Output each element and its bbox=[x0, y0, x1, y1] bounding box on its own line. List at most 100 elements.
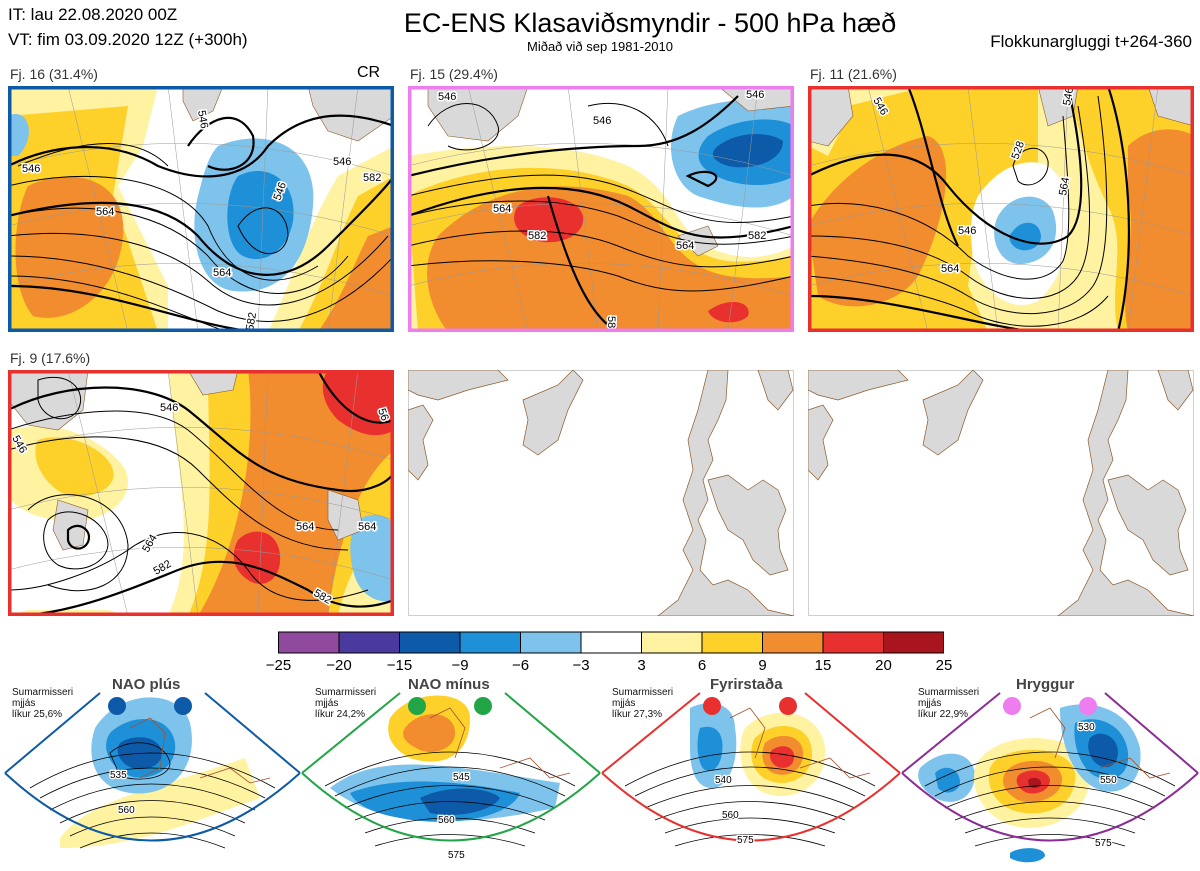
colorbar-tick-label: 25 bbox=[935, 657, 953, 674]
regime-prob: líkur 24,2% bbox=[315, 709, 366, 720]
colorbar-tick-label: 15 bbox=[814, 657, 832, 674]
contour-label: 546 bbox=[746, 89, 764, 101]
panel-border bbox=[8, 86, 394, 332]
regime-variant: mjjás bbox=[918, 698, 942, 709]
panel-label-4: Fj. 9 (17.6%) bbox=[10, 350, 91, 366]
colorbar-segment bbox=[278, 631, 340, 654]
cluster-map-2: 546 546 564 582 564 582 546 58 bbox=[408, 86, 794, 332]
panel-border bbox=[8, 370, 394, 616]
regime-season: Sumarmisseri bbox=[918, 687, 980, 698]
contour-label: 540 bbox=[715, 775, 732, 786]
regime-season: Sumarmisseri bbox=[12, 687, 74, 698]
colorbar-tick-label: 20 bbox=[875, 657, 892, 674]
colorbar-tick-label: −9 bbox=[451, 657, 469, 674]
regime-dot bbox=[474, 697, 492, 715]
contour-label: 530 bbox=[1078, 722, 1095, 733]
regime-fans: 535 560 545 560 575 bbox=[4, 692, 1199, 863]
contour-label: 546 bbox=[160, 402, 178, 414]
regime-prob: líkur 25,6% bbox=[12, 709, 63, 720]
contour-label: 564 bbox=[96, 206, 114, 218]
panel-label-1: Fj. 16 (31.4%) bbox=[10, 66, 98, 82]
regime-fan-nao-plus: 535 560 bbox=[4, 692, 301, 849]
regime-variant: mjjás bbox=[315, 698, 339, 709]
empty-map-6 bbox=[808, 370, 1194, 616]
cluster-map-1: 546 546 564 582 564 546 546 582 bbox=[8, 86, 394, 332]
panel-label-3: Fj. 11 (21.6%) bbox=[810, 66, 897, 82]
contour-label: 564 bbox=[213, 267, 231, 279]
regime-dot bbox=[1079, 697, 1097, 715]
contour-label: 560 bbox=[438, 815, 455, 826]
page-subtitle: Miðað við sep 1981-2010 bbox=[527, 39, 673, 54]
contour-label: 564 bbox=[493, 203, 511, 215]
contour-label: 564 bbox=[358, 521, 376, 533]
classification-window: Flokkunargluggi t+264-360 bbox=[990, 32, 1192, 51]
colorbar-tick-label: −25 bbox=[265, 657, 292, 674]
contour-label: 564 bbox=[1057, 176, 1072, 196]
contour-label: 560 bbox=[722, 810, 739, 821]
contour-label: 582 bbox=[528, 230, 546, 242]
colorbar-tick-label: −15 bbox=[386, 657, 413, 674]
contour-label: 575 bbox=[737, 835, 754, 846]
colorbar-tick-label: −6 bbox=[511, 657, 530, 674]
cluster-map-3: 546 528 546 564 564 546 bbox=[808, 86, 1194, 332]
regime-season: Sumarmisseri bbox=[612, 687, 674, 698]
regime-dot bbox=[174, 697, 192, 715]
regime-dot bbox=[779, 697, 797, 715]
contour-label: 560 bbox=[118, 805, 135, 816]
regime-name: NAO mínus bbox=[408, 676, 490, 693]
contour-label: 546 bbox=[438, 91, 456, 103]
colorbar-segment bbox=[822, 631, 884, 654]
contour-label: 58 bbox=[605, 316, 617, 328]
contour-label: 546 bbox=[1061, 86, 1076, 106]
panel-label-2: Fj. 15 (29.4%) bbox=[410, 66, 498, 82]
contour-label: 550 bbox=[1100, 775, 1117, 786]
colorbar-segment bbox=[399, 631, 461, 654]
regime-prob: líkur 27,3% bbox=[612, 709, 663, 720]
colorbar-tick-label: −3 bbox=[572, 657, 590, 674]
regime-dot bbox=[108, 697, 126, 715]
colorbar-segment bbox=[883, 631, 944, 654]
colorbar-segment bbox=[762, 631, 824, 654]
regime-fan-nao-minus: 545 560 575 bbox=[301, 692, 601, 862]
regime-dot bbox=[408, 697, 426, 715]
regime-variant: mjjás bbox=[12, 698, 36, 709]
contour-label: 564 bbox=[296, 521, 314, 533]
contour-label: 545 bbox=[453, 772, 470, 783]
regime-name: Hryggur bbox=[1016, 676, 1075, 693]
regime-dot bbox=[1003, 697, 1021, 715]
regime-dot bbox=[703, 697, 721, 715]
regime-variant: mjjás bbox=[612, 698, 636, 709]
cr-tag: CR bbox=[357, 64, 381, 81]
colorbar-tick-label: 3 bbox=[637, 657, 646, 674]
colorbar bbox=[278, 631, 944, 654]
colorbar-segment bbox=[338, 631, 400, 654]
panel-border bbox=[408, 86, 794, 332]
contour-label: 546 bbox=[195, 109, 210, 129]
colorbar-segment bbox=[641, 631, 703, 654]
regime-prob: líkur 22,9% bbox=[918, 709, 969, 720]
contour-label: 582 bbox=[363, 172, 381, 184]
contour-label: 546 bbox=[333, 156, 351, 168]
contour-label: 535 bbox=[110, 770, 127, 781]
colorbar-segment bbox=[459, 631, 521, 654]
colorbar-segment bbox=[520, 631, 582, 654]
colorbar-tick-label: 9 bbox=[758, 657, 767, 674]
regime-name: NAO plús bbox=[112, 676, 181, 693]
contour-label: 582 bbox=[244, 311, 259, 331]
valid-time: VT: fim 03.09.2020 12Z (+300h) bbox=[8, 30, 248, 49]
contour-label: 582 bbox=[748, 230, 766, 242]
cluster-map-4: 546 546 564 582 564 582 564 56 bbox=[8, 370, 394, 616]
contour-label: 546 bbox=[958, 225, 976, 237]
empty-map-5 bbox=[408, 370, 794, 616]
regime-fan-blocking: 540 560 575 bbox=[601, 692, 901, 847]
colorbar-tick-label: −20 bbox=[326, 657, 352, 674]
page-title: EC-ENS Klasaviðsmyndir - 500 hPa hæð bbox=[403, 8, 897, 38]
colorbar-tick-label: 6 bbox=[697, 657, 707, 674]
panel-border bbox=[808, 86, 1194, 332]
contour-label: 546 bbox=[593, 115, 611, 127]
contour-label: 546 bbox=[22, 163, 40, 175]
regime-fan-ridge: 530 550 575 bbox=[901, 692, 1199, 863]
regime-season: Sumarmisseri bbox=[315, 687, 377, 698]
contour-label: 564 bbox=[941, 263, 959, 275]
contour-label: 564 bbox=[676, 240, 694, 252]
